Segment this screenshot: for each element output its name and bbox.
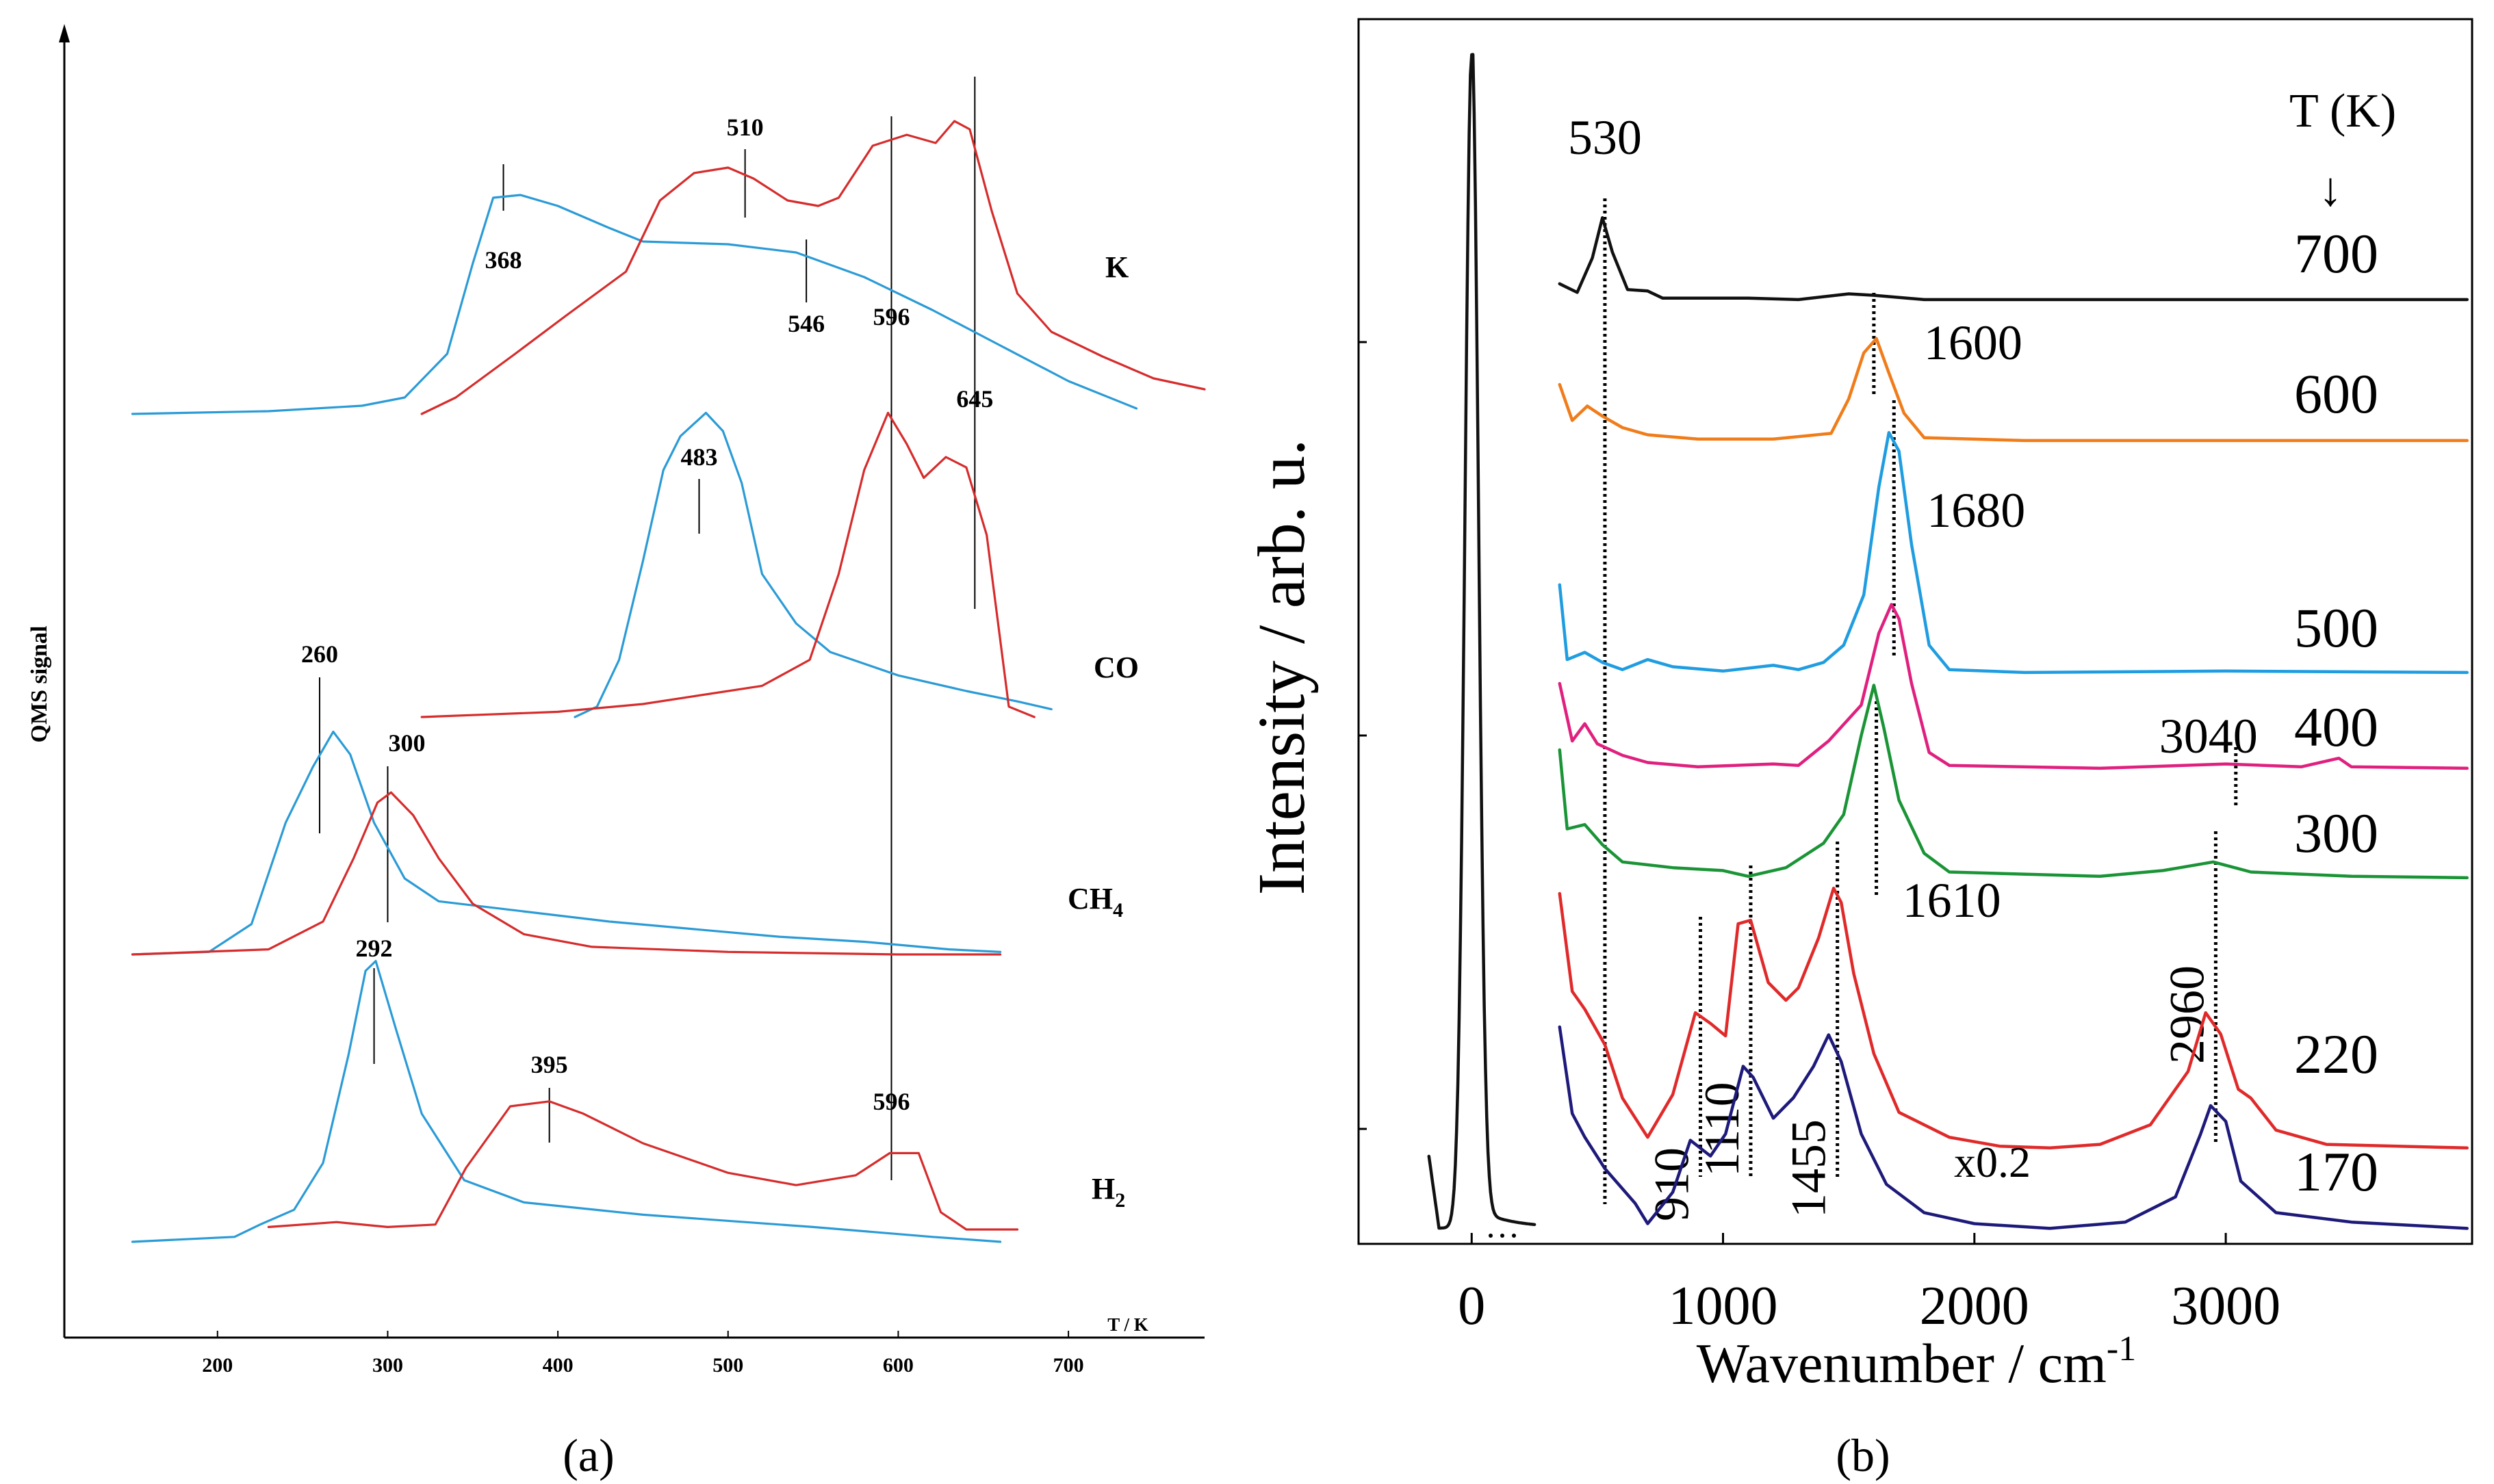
- panel-a-x-axis-label: T / K: [1107, 1314, 1148, 1335]
- panel-a-marker-label: 368: [485, 246, 522, 274]
- panel-b-x-tick-label: 3000: [2171, 1276, 2280, 1336]
- panel-b-y-axis-label: Intensity / arb. u.: [1245, 439, 1319, 896]
- panel-a-marker-label: 395: [531, 1051, 568, 1078]
- panel-a-x-tick-label: 600: [883, 1354, 914, 1377]
- panel-a-marker-label: 300: [388, 729, 425, 757]
- panel-b-header-arrow: ↓: [2319, 164, 2343, 216]
- panel-a-marker-label: 596: [873, 1088, 910, 1115]
- panel-b-temperature-label: 700: [2294, 222, 2378, 285]
- panel-a-marker-label: 260: [301, 640, 338, 668]
- panel-b-temperature-header: T (K): [2289, 85, 2396, 138]
- panel-b-caption: (b): [1836, 1429, 1890, 1481]
- panel-a-group-label: CO: [1094, 651, 1139, 684]
- panel-b-plot-frame: [1357, 18, 2473, 1245]
- panel-b-peak-label: 1610: [1903, 873, 2001, 928]
- panel-b-spectrum-220k: [1558, 886, 2469, 1150]
- panel-b-peak-label: 1110: [1695, 1082, 1749, 1177]
- panel-b-temperature-label: 220: [2294, 1023, 2378, 1085]
- panel-a-x-tick-label: 400: [543, 1354, 574, 1377]
- panel-a-caption: (a): [563, 1429, 614, 1481]
- panel-b-peak-label: 530: [1568, 110, 1642, 165]
- panel-b-spectrum-500k: [1558, 430, 2469, 675]
- panel-b-reference-peak: [1427, 53, 1537, 1230]
- panel-b-axis-break-dot: [1500, 1234, 1504, 1238]
- panel-b-spectrum-600k: [1558, 337, 2469, 443]
- panel-a-marker-label: 596: [873, 303, 910, 330]
- panel-b-y-ticks: [1359, 341, 1367, 1130]
- panel-b-x-tick-label: 1000: [1669, 1276, 1778, 1336]
- panel-b-x-ticks: 0 1000 2000 3000: [1458, 1233, 2280, 1336]
- panel-b-peak-label: 910: [1645, 1147, 1699, 1221]
- panel-b-temperature-label: 300: [2294, 802, 2378, 864]
- panel-a-curve-co-blue: [574, 411, 1053, 718]
- panel-b-x-tick-label: 0: [1458, 1276, 1485, 1336]
- panel-a-group-label: CH4: [1068, 882, 1123, 922]
- panel-a-curve-k-red: [420, 120, 1206, 415]
- panel-a-y-axis-arrow: [59, 24, 70, 42]
- panel-b-temperature-label: 400: [2294, 696, 2378, 758]
- panel-a-marker-label: 645: [956, 385, 993, 413]
- panel-b-scale-note: x0.2: [1954, 1138, 2031, 1186]
- panel-b-axis-break-dot: [1489, 1234, 1493, 1238]
- panel-b-temperature-label: 170: [2294, 1141, 2378, 1203]
- panel-b-temperature-label: 500: [2294, 597, 2378, 659]
- panel-a-y-axis-label: QMS signal: [27, 626, 52, 743]
- panel-a-curve-h2-blue: [131, 960, 1002, 1243]
- panel-a-curve-ch4-blue: [131, 730, 1002, 956]
- panel-a-curve-ch4-red: [131, 791, 1002, 956]
- panel-b-spectrum-300k: [1558, 684, 2469, 880]
- panel-a-x-tick-label: 300: [372, 1354, 403, 1377]
- panel-a-marker-label: 292: [356, 935, 393, 962]
- panel-b-spectrum-400k: [1558, 603, 2469, 770]
- panel-b-peak-label: 1600: [1924, 315, 2022, 370]
- panel-b-temperature-labels: 700 600 500 400 300 220 170: [2294, 222, 2378, 1203]
- panel-a-x-tick-label: 200: [202, 1354, 233, 1377]
- panel-a-group-label: K: [1105, 250, 1129, 284]
- panel-a-curve-k-blue: [131, 194, 1138, 415]
- panel-a-curve-h2-red: [267, 1100, 1019, 1231]
- panel-a-curves: [131, 120, 1206, 1243]
- panel-b-spectrum-170k: [1558, 1025, 2469, 1230]
- panel-b-x-tick-label: 2000: [1920, 1276, 2029, 1336]
- panel-a-x-tick-label: 500: [712, 1354, 743, 1377]
- panel-a-chart: QMS signal T / K 200 300 400 500 600 700 368 5…: [27, 24, 1206, 1377]
- panel-b-curves: [1427, 53, 2469, 1230]
- panel-a-group-label: H2: [1092, 1172, 1125, 1212]
- panel-b-peak-label: 3040: [2159, 709, 2258, 764]
- panel-b-chart: Intensity / arb. u. Wavenumber / cm-1 0 1…: [1245, 18, 2473, 1394]
- panel-a-curve-co-red: [420, 411, 1036, 718]
- panel-a-marker-label: 510: [727, 114, 764, 141]
- panel-b-peak-label: 1680: [1927, 483, 2025, 538]
- panel-a-marker-label: 483: [680, 443, 717, 471]
- panel-b-spectrum-700k: [1558, 216, 2469, 302]
- panel-a-x-ticks: 200 300 400 500 600 700: [202, 1331, 1084, 1377]
- panel-b-x-axis-label: Wavenumber / cm-1: [1697, 1329, 2136, 1394]
- panel-a-x-tick-label: 700: [1053, 1354, 1084, 1377]
- panel-b-axis-break-dot: [1512, 1234, 1516, 1238]
- panel-a-marker-label: 546: [788, 310, 825, 337]
- panel-b-temperature-label: 600: [2294, 363, 2378, 425]
- panel-b-peak-label: 1455: [1782, 1119, 1836, 1218]
